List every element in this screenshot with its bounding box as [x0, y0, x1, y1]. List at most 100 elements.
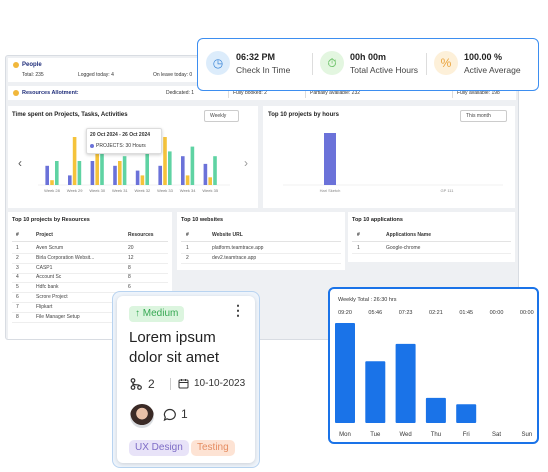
cell: Hdfc bank	[36, 284, 59, 291]
stat: Fully booked: 2	[233, 90, 267, 96]
tooltip-label: PROJECTS: 30 Hours	[96, 143, 146, 149]
bar	[135, 170, 140, 185]
cell: Scrore Project	[36, 294, 68, 300]
column-header: Website URL	[212, 232, 243, 238]
row-line	[12, 321, 168, 323]
subtask-count: 2	[148, 377, 155, 391]
due-date: 10-10-2023	[194, 378, 246, 389]
cell: Account Sc	[36, 274, 62, 281]
cell: 20	[128, 245, 134, 251]
row-line	[181, 262, 341, 264]
bar	[45, 165, 49, 185]
projects-hours-card: Top 10 projects by hours This month Hari…	[263, 106, 515, 208]
card-title: Top 10 projects by Resources	[12, 217, 90, 223]
bar	[213, 156, 217, 185]
divider	[452, 88, 453, 98]
dropdown[interactable]: Weekly	[204, 110, 239, 122]
prev-arrow[interactable]: ‹	[18, 156, 22, 170]
resources-icon	[13, 90, 19, 96]
cell: 7	[16, 303, 19, 310]
divider	[305, 88, 306, 98]
avatar	[130, 404, 154, 428]
stat: On leave today: 0	[153, 72, 193, 78]
circle	[130, 378, 136, 383]
bar	[100, 151, 104, 185]
time-spent-card: Time spent on Projects, Tasks, Activitie…	[8, 106, 258, 208]
task-card-frame: ↑ Medium ⋮ Lorem ipsum dolor sit amet 2 …	[112, 291, 260, 468]
dashboard: People Total: 235 Logged today: 4 On leave…	[5, 55, 519, 340]
cell: File Manager Setup	[36, 313, 80, 320]
row-line	[12, 292, 168, 294]
path	[179, 379, 188, 383]
summary-card: ◷ 06:32 PM Check In Time ⏱ 00h 00m Total Acti…	[197, 38, 539, 91]
stat: Partially available: 232	[310, 90, 361, 96]
tag: Testing	[191, 440, 235, 456]
comment-count: 1	[181, 407, 188, 421]
bar	[77, 161, 82, 185]
value-label: 00:00	[520, 310, 534, 316]
x-tick-label: Week 32	[135, 188, 151, 193]
cell: 1	[357, 245, 360, 251]
cell: 1	[16, 245, 19, 251]
x-tick-label: Week 34	[180, 188, 196, 193]
bar	[95, 141, 99, 185]
cell: Aven Scrum	[36, 245, 64, 251]
summary-label: Active Average	[464, 65, 521, 75]
column-header: #	[16, 232, 19, 238]
bar	[181, 156, 185, 185]
bar	[456, 404, 477, 423]
x-tick-label: Wed	[399, 432, 411, 438]
cell: 5	[16, 284, 19, 291]
next-arrow[interactable]: ›	[244, 156, 248, 170]
divider	[426, 53, 427, 75]
websites-table-card: Top 10 websites # Website URL 1 platform.tea…	[177, 212, 345, 270]
divider	[228, 88, 229, 98]
x-tick-label: Thu	[431, 432, 441, 438]
x-tick-label: Week 30	[89, 188, 105, 193]
bar	[190, 146, 195, 185]
value-label: 02:21	[429, 310, 443, 316]
value-label: 09:20	[338, 310, 352, 316]
path	[163, 408, 176, 422]
cell: 1	[186, 245, 189, 251]
column-header: Applications Name	[386, 232, 432, 238]
row-line	[352, 253, 511, 254]
chart: Mon 09:20 Tue 05:46 Wed 07:23 Thu 02:21 Fri 01:45…	[335, 310, 534, 438]
task-title: Lorem ipsum dolor sit amet	[129, 329, 220, 366]
bar	[113, 165, 117, 185]
summary-label: Check In Time	[236, 65, 291, 75]
cell: 8	[128, 264, 131, 271]
x-tick-label: Week 33	[157, 188, 173, 193]
cell: 2	[16, 254, 19, 261]
card-title: Top 10 websites	[181, 217, 224, 223]
cell: 12	[128, 254, 134, 261]
summary-value: 00h 00m	[350, 52, 387, 62]
column-header: Project	[36, 232, 53, 238]
bar	[203, 163, 208, 185]
priority-badge: ↑ Medium	[129, 306, 185, 322]
x-tick-label: Week 29	[67, 188, 83, 193]
cell: 6	[16, 294, 19, 300]
stat: Dedicated: 1	[166, 90, 195, 96]
priority: Medium	[142, 308, 179, 319]
tooltip-range: 20 Oct 2024 - 26 Oct 2024	[90, 132, 151, 138]
cell: Google-chrome	[386, 245, 421, 251]
cell: 8	[128, 274, 131, 281]
weekly-title: Weekly Total : 26:30 hrs	[338, 297, 397, 303]
apps-table-card: Top 10 applications # Applications Name 1 Go…	[348, 212, 515, 262]
comment-icon	[163, 408, 176, 422]
menu[interactable]: ⋮	[231, 302, 245, 318]
people-title: People	[22, 62, 42, 68]
task-card: ↑ Medium ⋮ Lorem ipsum dolor sit amet 2 …	[117, 296, 255, 463]
dropdown[interactable]: This month	[460, 110, 507, 122]
column-header: Resources	[128, 232, 154, 238]
row-line	[12, 311, 168, 313]
row-line	[12, 272, 168, 274]
bar	[55, 161, 59, 185]
header-line	[12, 241, 168, 242]
stat: Total: 235	[22, 72, 44, 78]
value-label: 01:45	[459, 310, 473, 316]
people-icon	[13, 62, 19, 68]
summary-label: Total Active Hours	[350, 65, 419, 75]
